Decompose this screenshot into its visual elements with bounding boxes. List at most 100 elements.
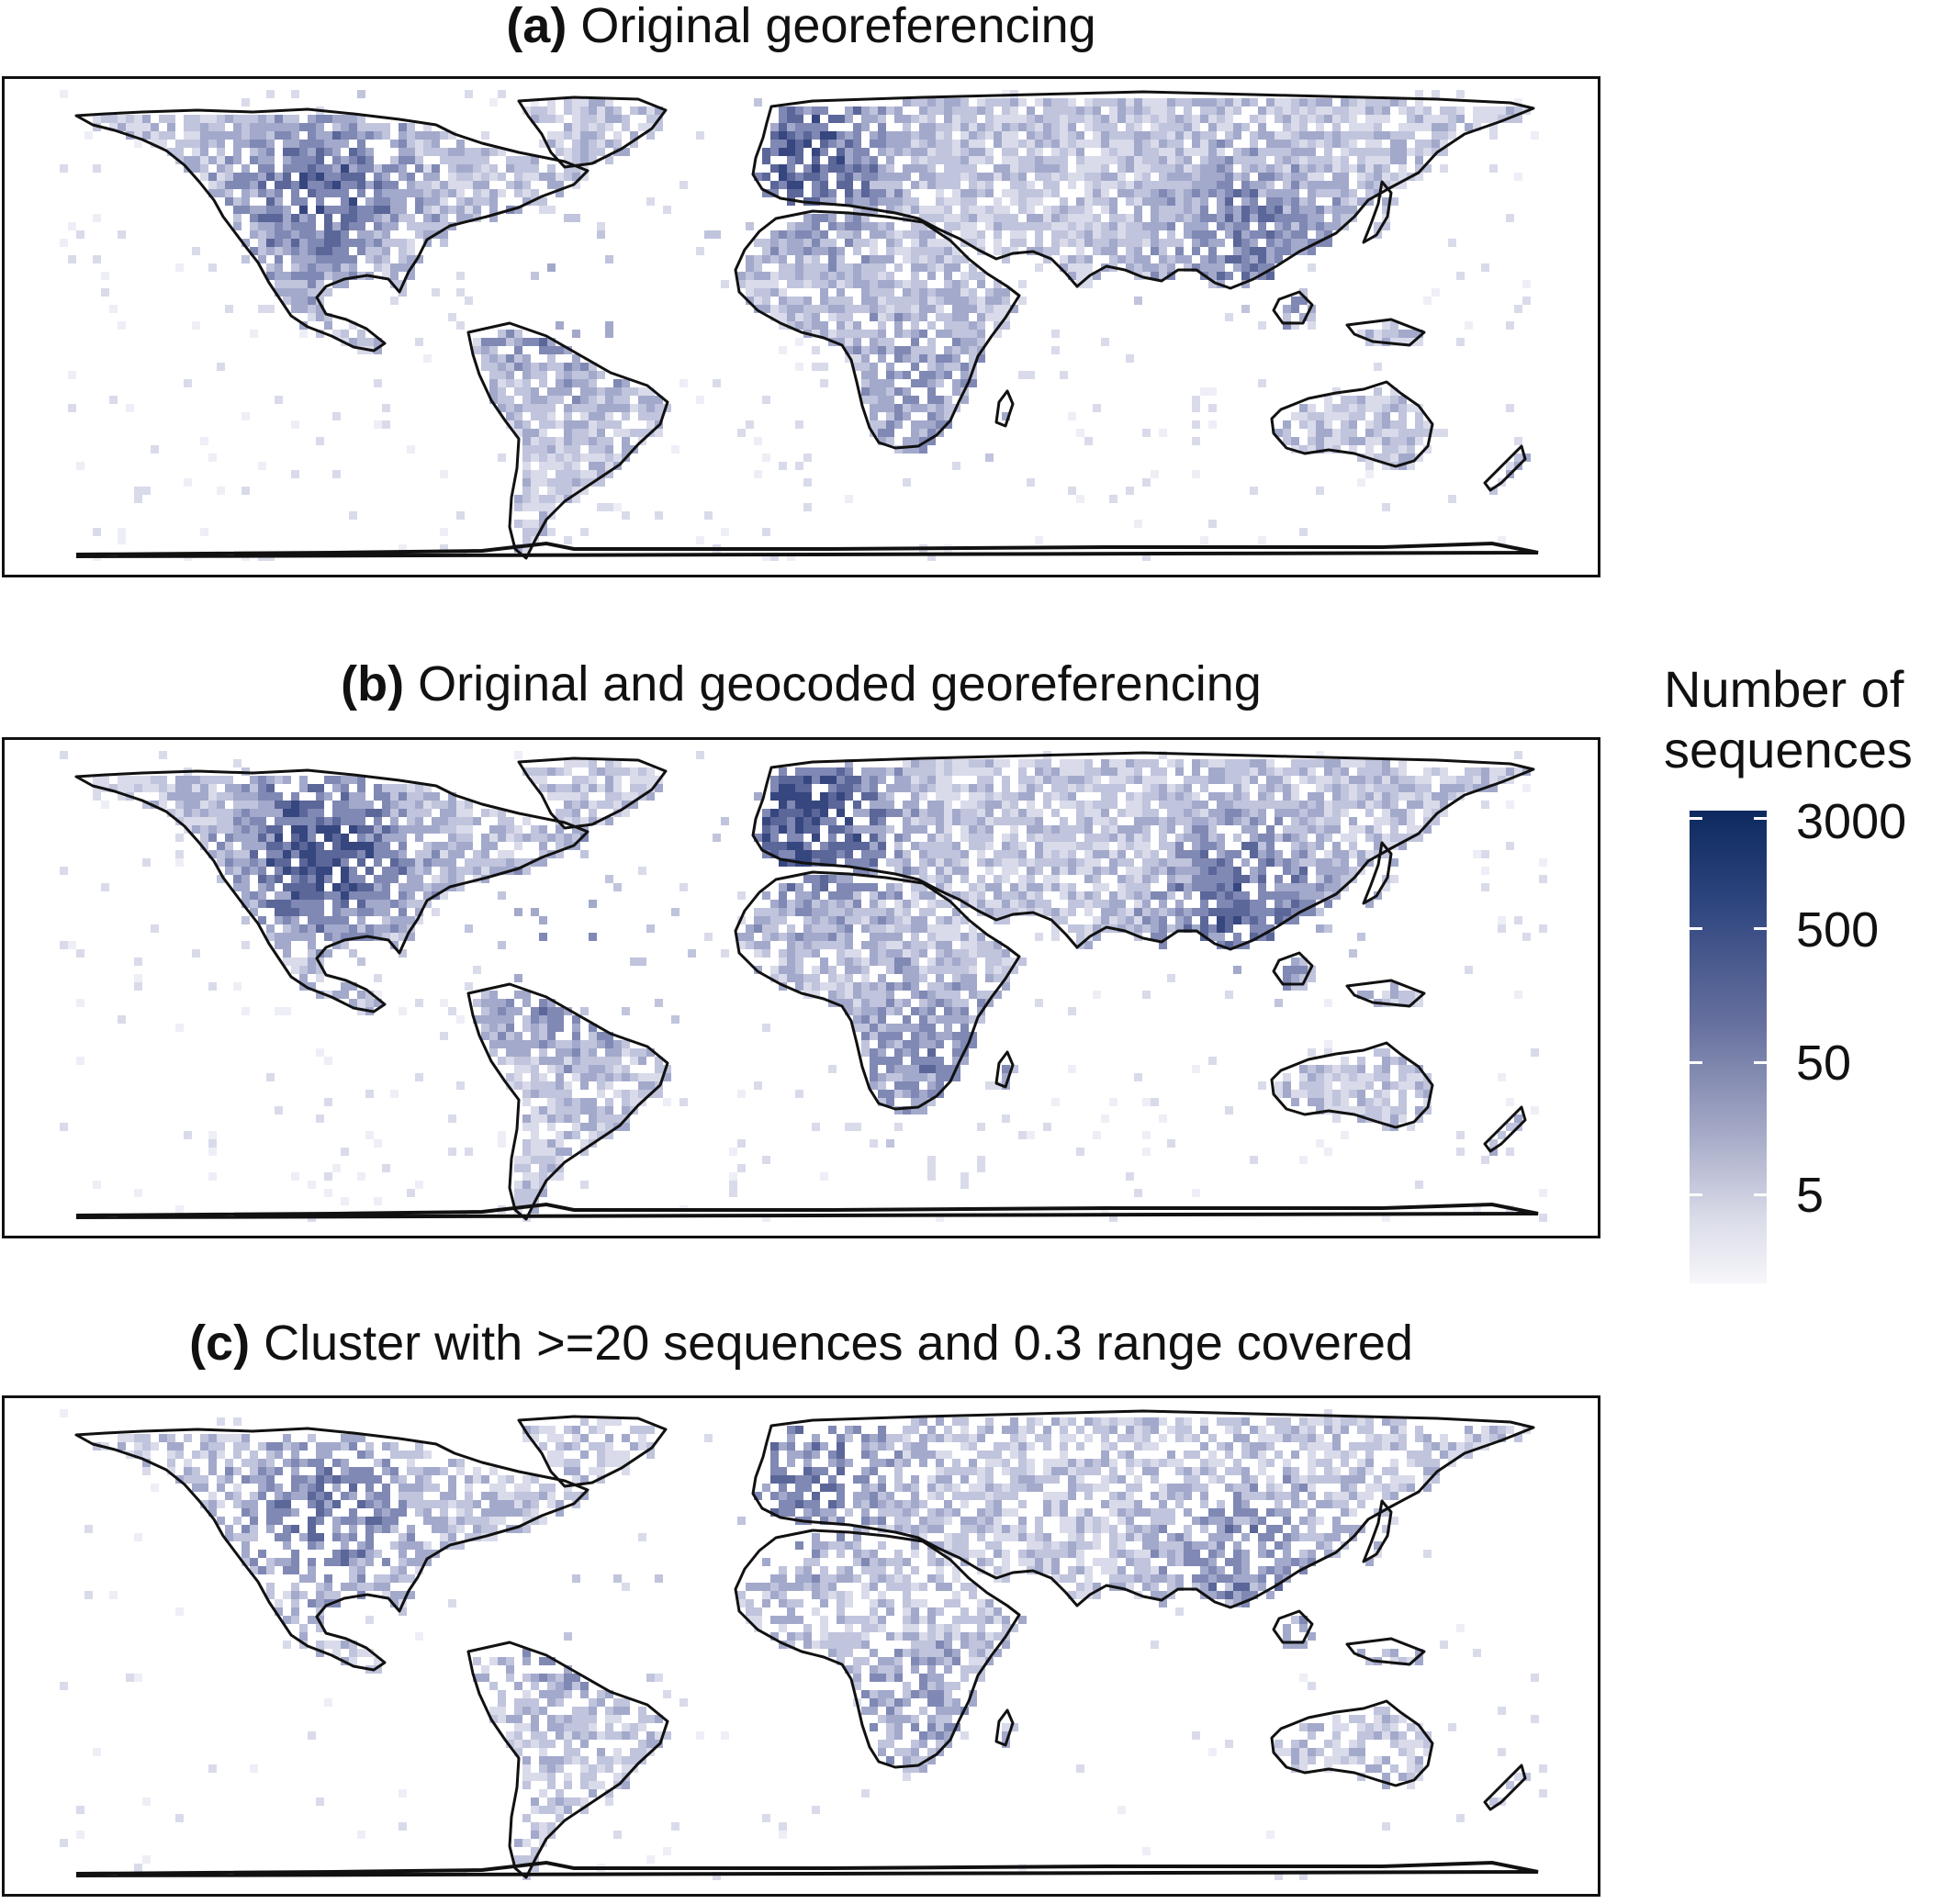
- density-cell: [572, 354, 580, 363]
- density-cell: [1324, 181, 1332, 189]
- density-cell: [861, 924, 870, 933]
- density-cell: [456, 834, 465, 842]
- density-cell: [1018, 222, 1027, 230]
- density-cell: [465, 156, 473, 164]
- density-cell: [258, 206, 266, 214]
- density-cell: [870, 825, 878, 834]
- density-cell: [489, 354, 498, 363]
- density-cell: [217, 164, 225, 173]
- density-cell: [1423, 148, 1432, 156]
- density-cell: [1241, 272, 1250, 280]
- density-cell: [1076, 784, 1084, 792]
- density-cell: [1258, 891, 1266, 900]
- density-cell: [927, 404, 936, 412]
- density-cell: [167, 792, 175, 801]
- density-cell: [960, 825, 969, 834]
- density-cell: [878, 908, 886, 916]
- density-cell: [1217, 189, 1225, 197]
- density-cell: [1415, 123, 1423, 131]
- density-cell: [448, 131, 456, 140]
- density-cell: [1291, 412, 1299, 420]
- density-cell: [1142, 850, 1151, 858]
- density-cell: [332, 784, 341, 792]
- density-cell: [1076, 809, 1084, 817]
- density-cell: [225, 115, 233, 123]
- density-cell: [1134, 850, 1142, 858]
- density-cell: [258, 875, 266, 883]
- density-cell: [894, 206, 903, 214]
- density-cell: [919, 767, 927, 776]
- density-cell: [531, 445, 539, 454]
- density-cell: [1175, 123, 1184, 131]
- density-cell: [655, 511, 663, 520]
- density-cell: [1233, 230, 1241, 239]
- density-cell: [175, 858, 184, 867]
- density-cell: [985, 288, 994, 297]
- density-cell: [556, 346, 564, 354]
- density-cell: [1002, 817, 1010, 825]
- density-cell: [192, 784, 200, 792]
- density-cell: [432, 792, 440, 801]
- density-cell: [1407, 825, 1415, 834]
- density-cell: [564, 346, 572, 354]
- density-cell: [1002, 131, 1010, 140]
- density-cell: [812, 222, 820, 230]
- density-cell: [1349, 123, 1357, 131]
- density-cell: [1465, 123, 1473, 131]
- density-cell: [1192, 809, 1200, 817]
- density-cell: [1291, 867, 1299, 875]
- density-cell: [308, 908, 316, 916]
- density-cell: [498, 330, 506, 338]
- density-cell: [845, 784, 853, 792]
- density-cell: [969, 759, 977, 767]
- density-cell: [903, 767, 911, 776]
- density-cell: [894, 239, 903, 247]
- density-cell: [762, 272, 770, 280]
- density-cell: [266, 263, 275, 272]
- density-cell: [1382, 834, 1390, 842]
- density-cell: [275, 197, 283, 206]
- density-cell: [1217, 239, 1225, 247]
- density-cell: [944, 280, 952, 288]
- density-cell: [365, 123, 374, 131]
- density-cell: [1440, 776, 1448, 784]
- density-cell: [994, 140, 1002, 148]
- density-cell: [522, 867, 531, 875]
- density-cell: [1217, 834, 1225, 842]
- density-cell: [960, 164, 969, 173]
- density-cell: [1225, 255, 1233, 263]
- density-cell: [1200, 98, 1208, 106]
- density-cell: [1167, 842, 1175, 850]
- density-cell: [299, 900, 308, 908]
- density-cell: [341, 916, 349, 924]
- density-cell: [1357, 330, 1365, 338]
- density-cell: [1093, 272, 1101, 280]
- density-cell: [787, 106, 795, 115]
- density-cell: [208, 792, 217, 801]
- density-cell: [423, 214, 432, 222]
- density-cell: [465, 858, 473, 867]
- density-cell: [1142, 131, 1151, 140]
- density-cell: [1283, 98, 1291, 106]
- density-cell: [250, 214, 258, 222]
- density-cell: [1233, 148, 1241, 156]
- density-cell: [1258, 817, 1266, 825]
- density-cell: [456, 140, 465, 148]
- density-cell: [861, 825, 870, 834]
- density-cell: [1316, 230, 1324, 239]
- density-cell: [1308, 305, 1316, 313]
- density-cell: [960, 115, 969, 123]
- density-cell: [878, 330, 886, 338]
- density-cell: [787, 784, 795, 792]
- density-cell: [1308, 181, 1316, 189]
- density-cell: [564, 106, 572, 115]
- density-cell: [1258, 247, 1266, 255]
- density-cell: [1101, 123, 1109, 131]
- density-cell: [878, 280, 886, 288]
- density-cell: [440, 230, 448, 239]
- density-cell: [1341, 404, 1349, 412]
- density-cell: [1299, 445, 1308, 454]
- density-cell: [291, 916, 299, 924]
- density-cell: [341, 239, 349, 247]
- density-cell: [952, 321, 960, 330]
